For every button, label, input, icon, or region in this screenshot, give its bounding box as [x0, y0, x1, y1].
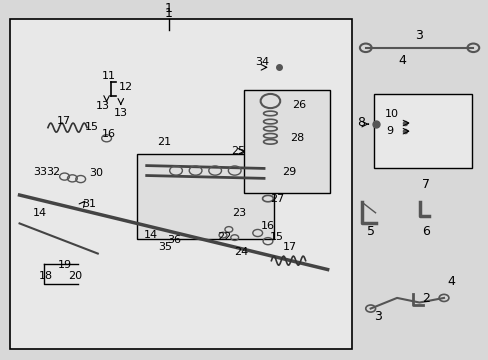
Text: 27: 27 — [269, 194, 284, 204]
Text: 36: 36 — [167, 235, 181, 245]
Text: 11: 11 — [102, 71, 115, 81]
Text: 2: 2 — [422, 292, 429, 306]
Text: 30: 30 — [89, 168, 103, 178]
Text: 28: 28 — [289, 133, 304, 143]
Text: 16: 16 — [260, 221, 274, 231]
Text: 20: 20 — [68, 271, 81, 280]
Text: 10: 10 — [385, 109, 398, 119]
Text: 19: 19 — [58, 260, 72, 270]
Text: 32: 32 — [46, 167, 60, 177]
Text: 34: 34 — [255, 57, 269, 67]
Text: 13: 13 — [96, 102, 109, 111]
Text: 22: 22 — [216, 231, 231, 242]
Text: 21: 21 — [157, 137, 170, 147]
Text: 15: 15 — [270, 231, 284, 242]
Text: 33: 33 — [34, 167, 47, 177]
Bar — [244, 90, 329, 193]
Text: 9: 9 — [386, 126, 392, 136]
Text: 12: 12 — [119, 82, 133, 92]
Text: 4: 4 — [398, 54, 406, 67]
Text: 16: 16 — [102, 129, 115, 139]
Text: 17: 17 — [282, 242, 296, 252]
Text: 14: 14 — [143, 230, 157, 240]
Text: 17: 17 — [57, 116, 70, 126]
Text: 35: 35 — [158, 242, 172, 252]
Text: 25: 25 — [231, 146, 245, 156]
Bar — [10, 19, 351, 349]
Text: 4: 4 — [446, 275, 454, 288]
Bar — [373, 94, 471, 168]
Text: 18: 18 — [39, 271, 52, 280]
Text: 26: 26 — [292, 100, 305, 110]
Text: 8: 8 — [356, 116, 364, 129]
Text: 31: 31 — [82, 199, 96, 209]
Text: 1: 1 — [164, 2, 172, 15]
Text: 29: 29 — [282, 167, 296, 177]
Text: 5: 5 — [366, 225, 374, 238]
Text: 3: 3 — [373, 310, 381, 323]
Text: 6: 6 — [422, 225, 429, 238]
Text: 24: 24 — [233, 247, 248, 257]
Text: 7: 7 — [422, 178, 429, 191]
Text: 1: 1 — [164, 7, 172, 20]
Text: 23: 23 — [232, 208, 246, 218]
Text: 14: 14 — [33, 208, 47, 218]
Text: 13: 13 — [114, 108, 128, 118]
Bar — [137, 154, 273, 239]
Text: 15: 15 — [85, 122, 99, 131]
Text: 3: 3 — [414, 29, 422, 42]
